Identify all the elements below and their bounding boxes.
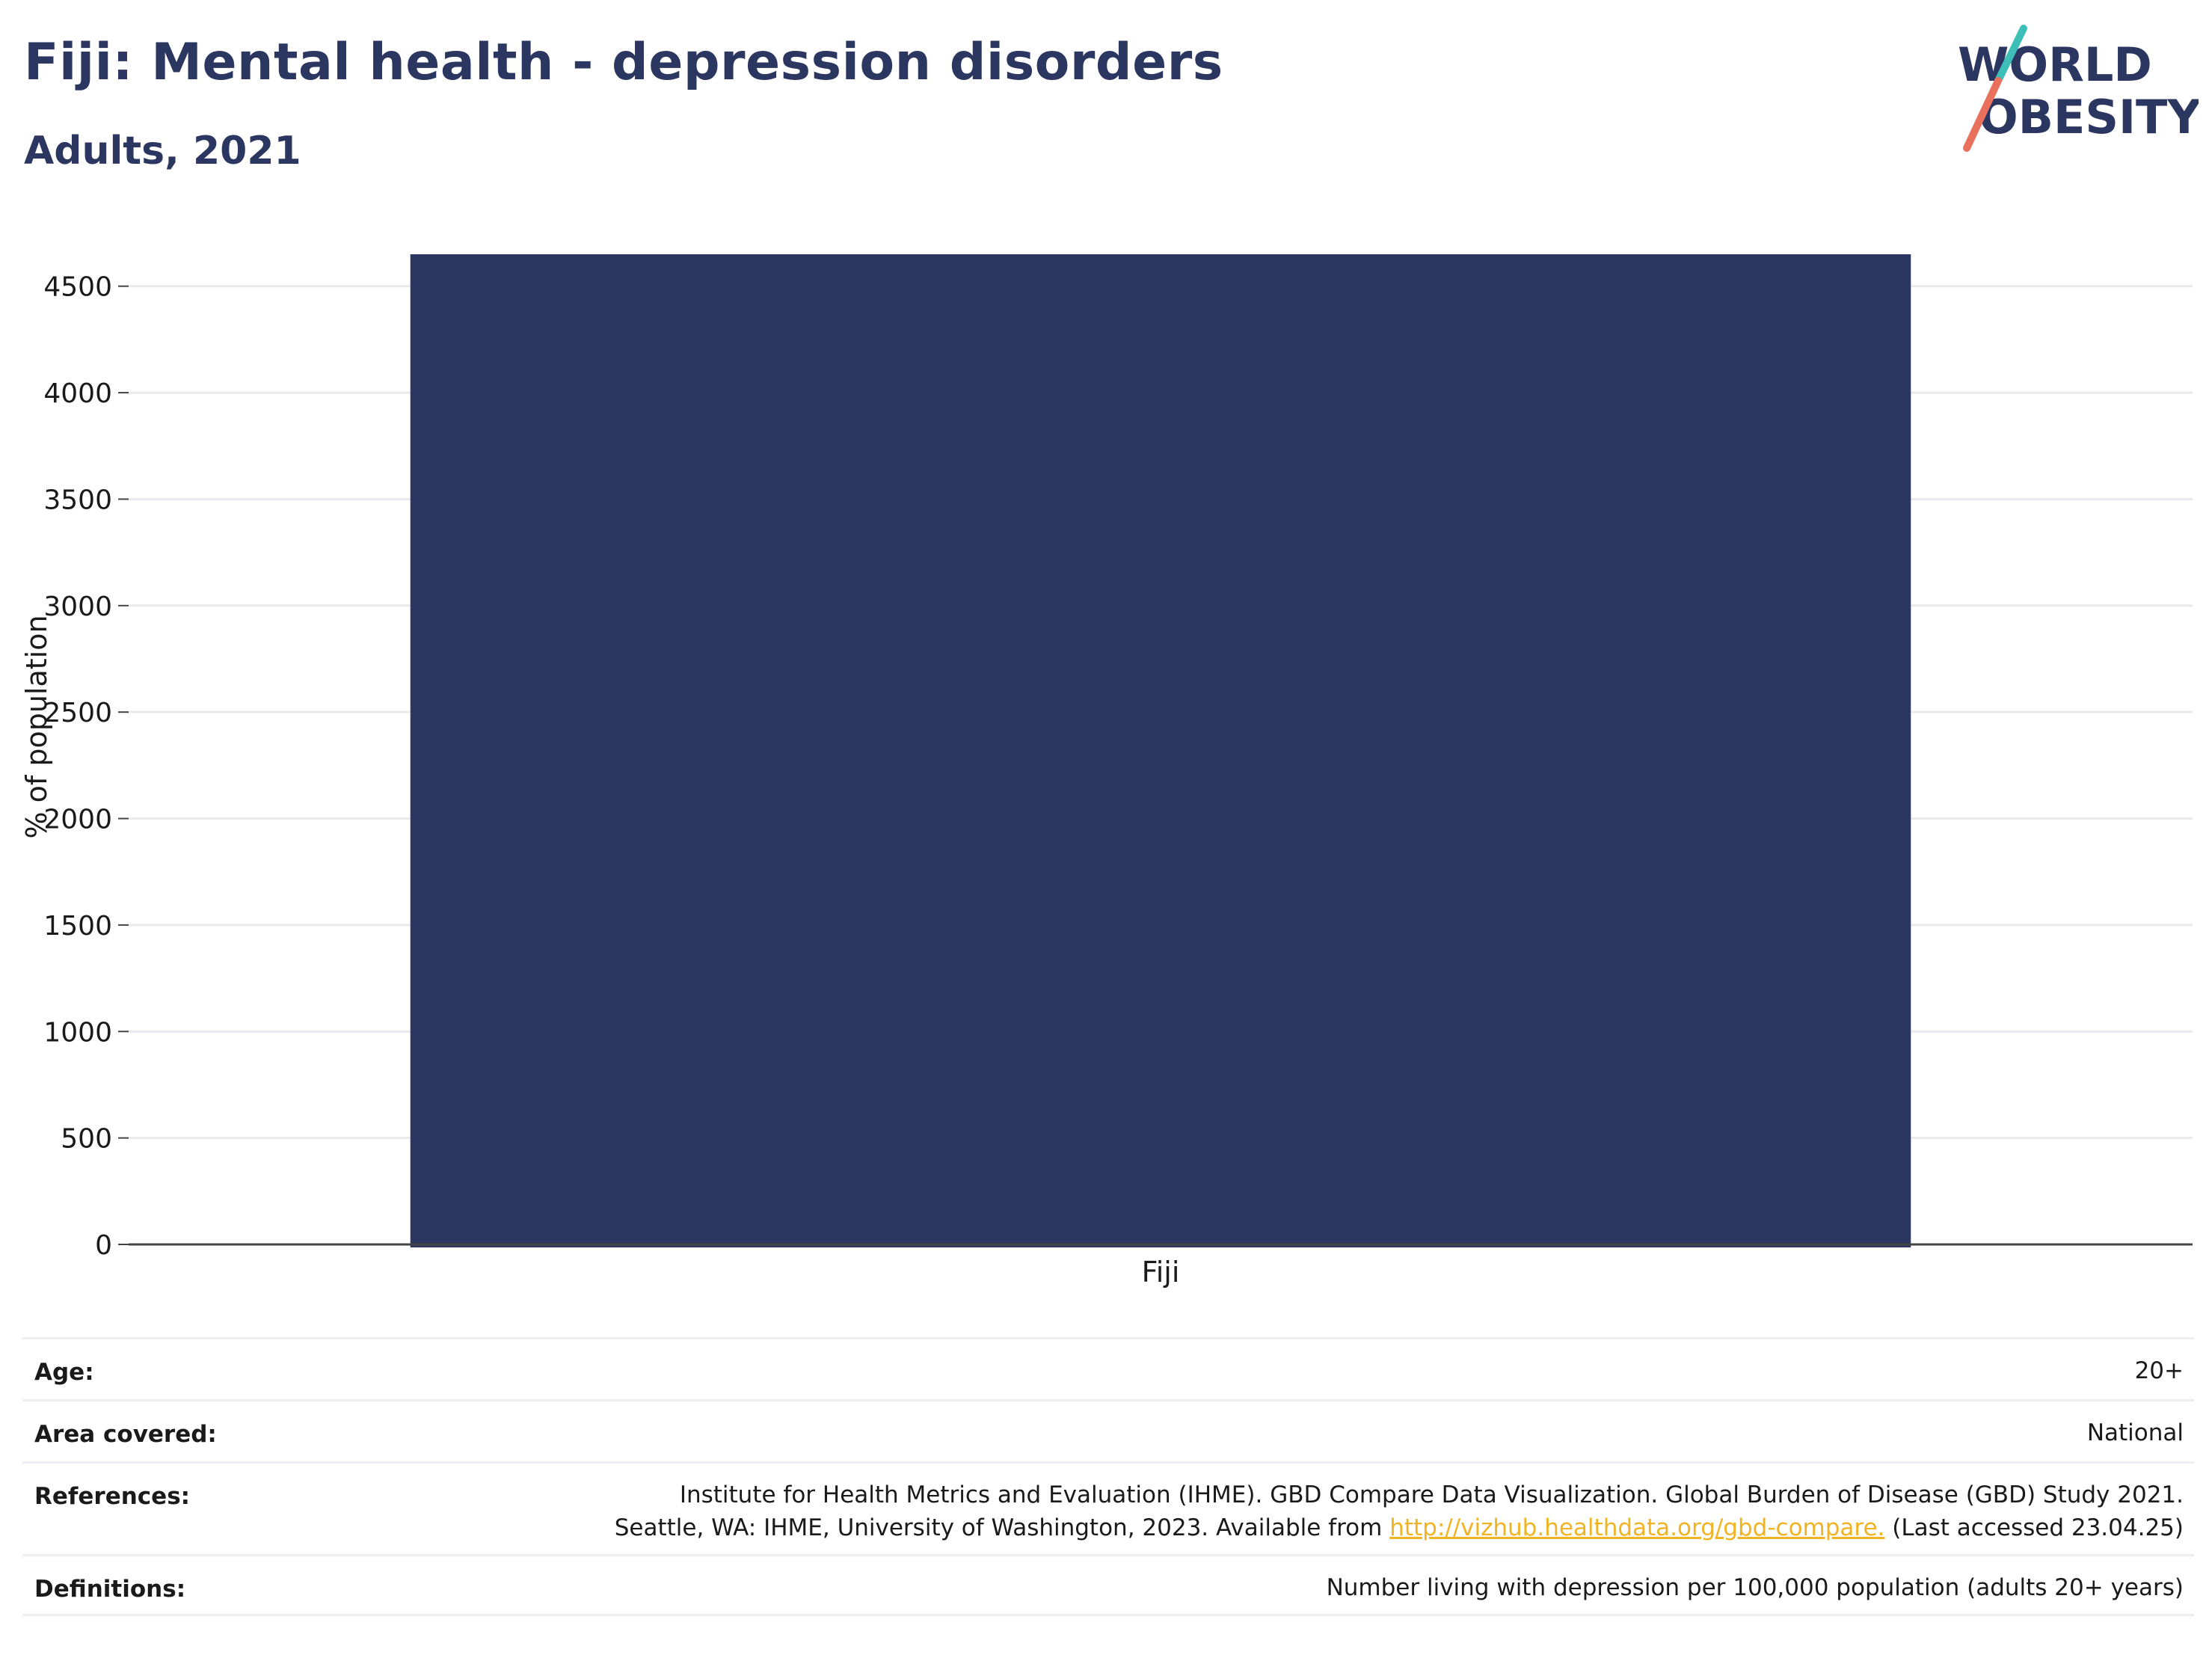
references-line-2-prefix: Seattle, WA: IHME, University of Washing… [614,1514,1390,1541]
logo-slash-teal [1994,25,2027,85]
y-tick-label: 2000 [43,805,112,835]
y-axis-label: % of population [20,615,53,838]
y-tick-label: 1000 [43,1017,112,1048]
meta-row-references: References: Institute for Health Metrics… [22,1461,2194,1554]
x-tick-label: Fiji [1142,1256,1180,1289]
logo-word-obesity: OBESITY [1979,90,2199,144]
logo-word-world: WORLD [1958,37,2152,92]
y-tick-label: 500 [61,1124,112,1155]
references-link[interactable]: http://vizhub.healthdata.org/gbd-compare… [1389,1514,1885,1541]
y-tick-label: 0 [95,1230,112,1261]
bar-chart: 0 500 1000 1500 2000 2500 3000 3500 4000 4500 Fiji… [20,254,2193,1289]
y-tick-label: 4000 [43,378,112,409]
world-obesity-logo: WORLD OBESITY [1958,25,2199,152]
chart-title: Fiji: Mental health - depression disorde… [24,33,1223,92]
y-tick-label: 2500 [43,698,112,728]
references-line-2-suffix: (Last accessed 23.04.25) [1884,1514,2184,1541]
logo-slash-coral [1963,77,2002,152]
chart-subtitle: Adults, 2021 [24,129,301,174]
meta-row-definitions: Definitions: Number living with depressi… [22,1554,2194,1616]
meta-row-area: Area covered: National [22,1399,2194,1461]
meta-area-label: Area covered: [34,1421,217,1448]
y-tick-label: 3500 [43,485,112,515]
meta-references-value: Institute for Health Metrics and Evaluat… [615,1479,2184,1544]
bars [410,254,1911,1247]
axes: 0 500 1000 1500 2000 2500 3000 3500 4000 4500 Fiji [43,272,2193,1289]
meta-area-value: National [2086,1419,2184,1446]
meta-age-label: Age: [34,1359,94,1386]
y-tick-label: 3000 [43,592,112,622]
y-tick-label: 1500 [43,911,112,942]
meta-definitions-value: Number living with depression per 100,00… [1326,1574,2184,1601]
bar-fiji [410,254,1911,1247]
references-line-1: Institute for Health Metrics and Evaluat… [679,1481,2184,1508]
y-tick-label: 4500 [43,272,112,303]
meta-age-value: 20+ [2134,1357,2184,1384]
meta-definitions-label: Definitions: [34,1576,186,1603]
meta-row-age: Age: 20+ [22,1337,2194,1399]
chart-metadata-table: Age: 20+ Area covered: National Referenc… [22,1337,2194,1616]
meta-references-label: References: [34,1483,191,1510]
